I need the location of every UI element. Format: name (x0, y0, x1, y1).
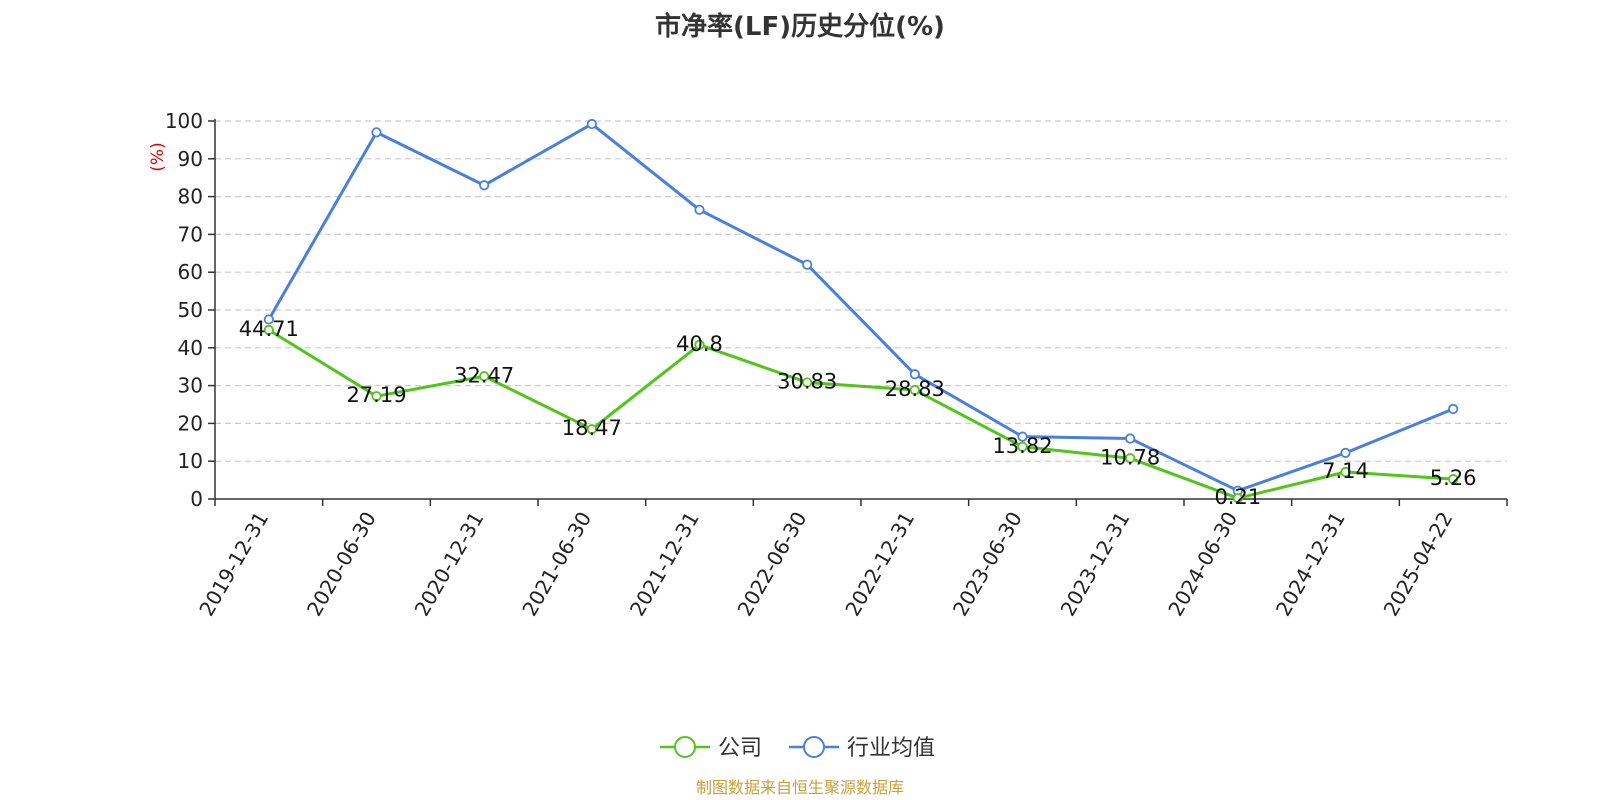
data-point (1448, 474, 1459, 485)
legend-marker-icon (803, 736, 825, 758)
legend-item[interactable]: 行业均值 (789, 736, 935, 761)
y-tick-label: 60 (178, 260, 203, 284)
y-tick-label: 40 (178, 336, 203, 360)
data-point (371, 127, 382, 138)
y-tick-label: 70 (178, 222, 203, 246)
data-label: 0.21 (1214, 485, 1261, 509)
legend-marker-icon (674, 736, 696, 758)
data-point (263, 324, 274, 336)
data-point (1125, 433, 1136, 444)
x-tick-label: 2020-12-31 (410, 507, 489, 620)
data-point (802, 259, 813, 270)
data-point (694, 204, 705, 215)
data-label: 7.14 (1322, 459, 1369, 483)
data-point (1017, 431, 1028, 442)
series-lines (263, 118, 1459, 504)
data-point (586, 118, 597, 130)
x-tick-label: 2024-06-30 (1163, 508, 1242, 621)
data-label: 18.47 (562, 416, 622, 440)
legend-label: 公司 (718, 736, 762, 761)
source-note: 制图数据来自恒生聚源数据库 (695, 778, 904, 797)
y-tick-label: 90 (178, 147, 203, 171)
data-point (479, 371, 490, 382)
data-point (1232, 493, 1243, 504)
x-tick-label: 2023-06-30 (948, 508, 1027, 621)
data-point (1017, 441, 1028, 452)
chart-title: 市净率(LF)历史分位(%) (655, 12, 945, 42)
data-label: 10.78 (1100, 445, 1160, 469)
data-label: 5.26 (1430, 466, 1477, 490)
x-tick-label: 2022-06-30 (733, 508, 812, 621)
data-point (479, 180, 490, 191)
data-point (263, 314, 274, 325)
legend-item[interactable]: 公司 (660, 736, 762, 761)
y-tick-label: 100 (165, 109, 203, 133)
axes: 0 10 20 30 40 50 60 70 80 90 100 (%) 2019-12-31 2020-… (148, 109, 1508, 621)
data-label: 27.19 (346, 383, 406, 407)
data-point (1340, 447, 1351, 458)
legend[interactable]: 公司 行业均值 (660, 736, 935, 761)
data-label: 13.82 (992, 434, 1052, 458)
y-axis-label: (%) (148, 142, 168, 171)
x-tick-label: 2025-04-22 (1379, 508, 1458, 621)
data-point (909, 369, 920, 380)
y-tick-label: 0 (190, 487, 203, 511)
data-labels: 44.71 27.19 32.47 18.47 40.8 30.83 28.83 13.82 1… (239, 317, 1477, 509)
data-label: 40.8 (676, 332, 723, 356)
series-line-company (268, 328, 1454, 500)
y-tick-label: 30 (178, 374, 203, 398)
data-point (371, 391, 382, 402)
x-tick-label: 2021-06-30 (517, 508, 596, 621)
x-tick-label: 2021-12-31 (625, 508, 704, 621)
y-tick-label: 50 (178, 298, 203, 322)
data-point (1340, 466, 1351, 478)
data-label: 44.71 (239, 317, 299, 341)
data-point (909, 384, 920, 396)
y-tick-label: 80 (178, 185, 203, 209)
data-point (586, 424, 597, 435)
data-point (1125, 453, 1136, 464)
x-tick-label: 2019-12-31 (194, 508, 273, 621)
legend-label: 行业均值 (847, 736, 935, 761)
data-label: 32.47 (454, 363, 514, 387)
data-point (1448, 403, 1459, 415)
series-line-industry (267, 122, 1454, 493)
x-tick-label: 2024-12-31 (1271, 508, 1350, 621)
y-tick-label: 10 (178, 449, 203, 473)
data-point (802, 377, 813, 388)
grid-lines (215, 120, 1507, 462)
data-label: 28.83 (885, 377, 945, 401)
data-label: 30.83 (777, 369, 837, 393)
x-tick-label: 2023-12-31 (1056, 508, 1135, 621)
x-tick-label: 2022-12-31 (840, 507, 919, 620)
y-tick-label: 20 (178, 411, 203, 435)
x-tick-label: 2020-06-30 (302, 508, 381, 621)
data-point (694, 339, 705, 350)
